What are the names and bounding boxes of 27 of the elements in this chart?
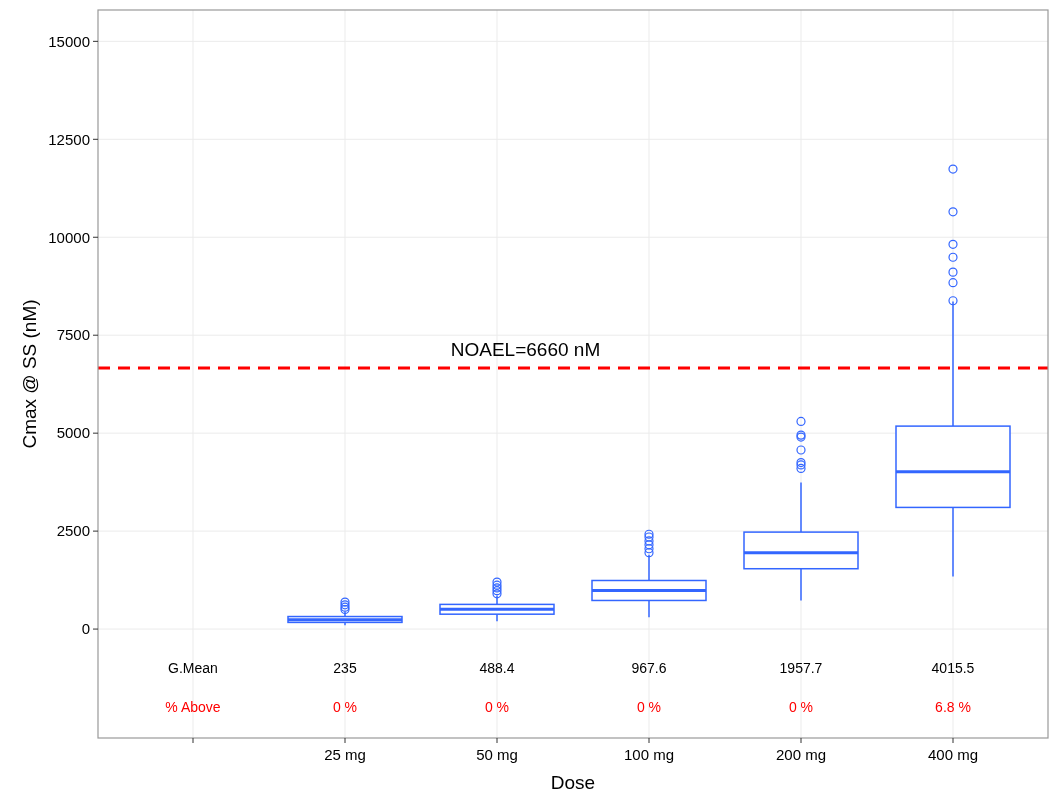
annotation: 0 % (332, 699, 358, 716)
x-tick-label: 50 mg (476, 746, 518, 763)
annotation: 0 % (636, 699, 662, 716)
y-tick-label: 10000 (48, 228, 90, 246)
y-tick-label: 12500 (48, 130, 90, 148)
annotation: G.Mean (168, 660, 218, 677)
x-tick-label: 25 mg (324, 746, 366, 763)
y-tick-label: 7500 (56, 326, 90, 344)
y-tick-label: 0 (81, 620, 90, 638)
annotation: 0 % (484, 699, 510, 716)
x-tick-label: 400 mg (927, 746, 979, 763)
annotation: 967.6 (631, 660, 667, 677)
annotation: 235 (333, 660, 357, 677)
x-tick-label: 200 mg (775, 746, 827, 763)
y-tick-label: 15000 (48, 32, 90, 50)
y-axis-title: Cmax @ SS (nM) (19, 299, 40, 449)
y-tick-label: 5000 (56, 424, 90, 442)
x-tick-label: 100 mg (623, 746, 675, 763)
x-axis-title: Dose (550, 772, 596, 793)
annotation: 488.4 (479, 660, 515, 677)
annotation: 4015.5 (931, 660, 975, 677)
ref-line-label: NOAEL=6660 nM (450, 339, 601, 361)
annotation: 6.8 % (935, 699, 971, 716)
annotation: % Above (165, 699, 221, 716)
y-tick-label: 2500 (56, 522, 90, 540)
annotation: 0 % (788, 699, 814, 716)
annotation: 1957.7 (779, 660, 823, 677)
